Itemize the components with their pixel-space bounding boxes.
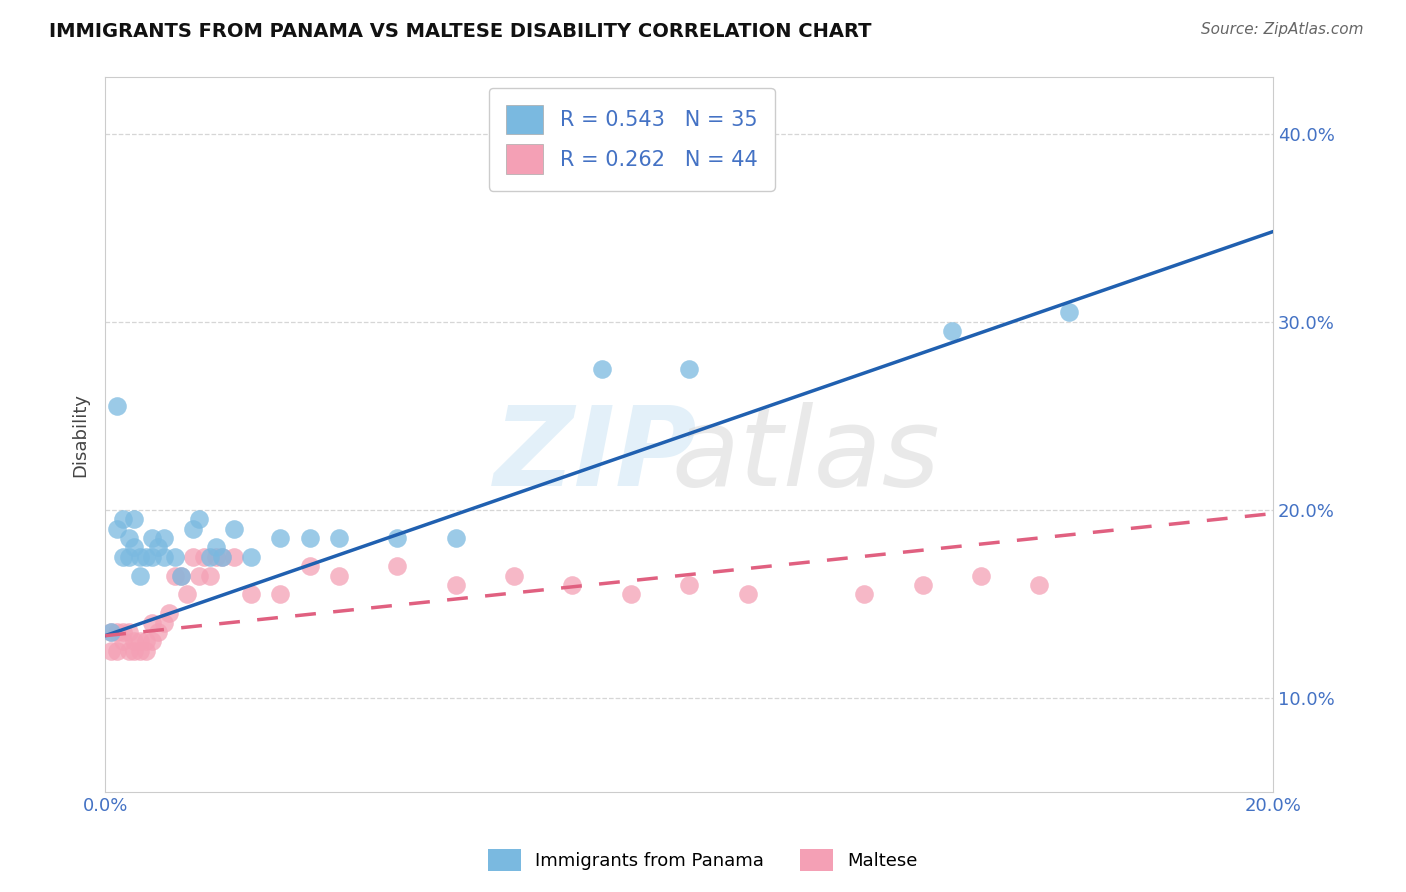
Point: [129, 568, 152, 582]
Point: [200, 549, 222, 564]
Point: [187, 568, 209, 582]
Point: [135, 549, 157, 564]
Point: [205, 541, 228, 555]
Point: [503, 568, 526, 582]
Point: [146, 624, 169, 639]
Point: [100, 624, 122, 639]
Point: [853, 587, 876, 601]
Point: [111, 549, 134, 564]
Legend: Immigrants from Panama, Maltese: Immigrants from Panama, Maltese: [481, 842, 925, 879]
Point: [1028, 578, 1050, 592]
Point: [176, 587, 198, 601]
Point: [135, 644, 157, 658]
Point: [298, 559, 321, 574]
Point: [146, 541, 169, 555]
Point: [678, 361, 700, 376]
Point: [205, 549, 228, 564]
Point: [222, 522, 245, 536]
Point: [240, 587, 263, 601]
Point: [170, 568, 193, 582]
Point: [159, 606, 181, 620]
Point: [385, 559, 408, 574]
Point: [117, 549, 139, 564]
Point: [124, 644, 146, 658]
Point: [124, 634, 146, 648]
Text: IMMIGRANTS FROM PANAMA VS MALTESE DISABILITY CORRELATION CHART: IMMIGRANTS FROM PANAMA VS MALTESE DISABI…: [49, 22, 872, 41]
Point: [298, 531, 321, 545]
Point: [117, 644, 139, 658]
Point: [105, 644, 128, 658]
Text: ZIP: ZIP: [494, 402, 697, 509]
Point: [561, 578, 583, 592]
Point: [117, 531, 139, 545]
Point: [211, 549, 233, 564]
Point: [193, 549, 215, 564]
Point: [970, 568, 993, 582]
Y-axis label: Disability: Disability: [72, 392, 89, 476]
Point: [200, 568, 222, 582]
Point: [1057, 305, 1080, 319]
Legend: R = 0.543   N = 35, R = 0.262   N = 44: R = 0.543 N = 35, R = 0.262 N = 44: [489, 87, 775, 191]
Point: [141, 549, 163, 564]
Point: [240, 549, 263, 564]
Point: [620, 587, 643, 601]
Point: [170, 568, 193, 582]
Point: [105, 400, 128, 414]
Point: [328, 568, 350, 582]
Point: [124, 512, 146, 526]
Text: Source: ZipAtlas.com: Source: ZipAtlas.com: [1201, 22, 1364, 37]
Point: [152, 615, 174, 630]
Point: [911, 578, 934, 592]
Point: [100, 624, 122, 639]
Point: [181, 522, 204, 536]
Point: [737, 587, 759, 601]
Point: [111, 512, 134, 526]
Point: [129, 549, 152, 564]
Point: [141, 615, 163, 630]
Point: [444, 531, 467, 545]
Point: [165, 549, 187, 564]
Point: [152, 549, 174, 564]
Point: [591, 361, 613, 376]
Point: [269, 587, 291, 601]
Point: [181, 549, 204, 564]
Point: [941, 324, 963, 338]
Point: [141, 531, 163, 545]
Point: [141, 634, 163, 648]
Point: [222, 549, 245, 564]
Point: [187, 512, 209, 526]
Point: [111, 634, 134, 648]
Point: [385, 531, 408, 545]
Point: [117, 624, 139, 639]
Point: [105, 624, 128, 639]
Point: [678, 578, 700, 592]
Point: [152, 531, 174, 545]
Point: [129, 634, 152, 648]
Point: [105, 522, 128, 536]
Point: [100, 644, 122, 658]
Point: [135, 634, 157, 648]
Point: [165, 568, 187, 582]
Point: [111, 624, 134, 639]
Point: [444, 578, 467, 592]
Text: atlas: atlas: [672, 402, 941, 509]
Point: [269, 531, 291, 545]
Point: [129, 644, 152, 658]
Point: [328, 531, 350, 545]
Point: [211, 549, 233, 564]
Point: [124, 541, 146, 555]
